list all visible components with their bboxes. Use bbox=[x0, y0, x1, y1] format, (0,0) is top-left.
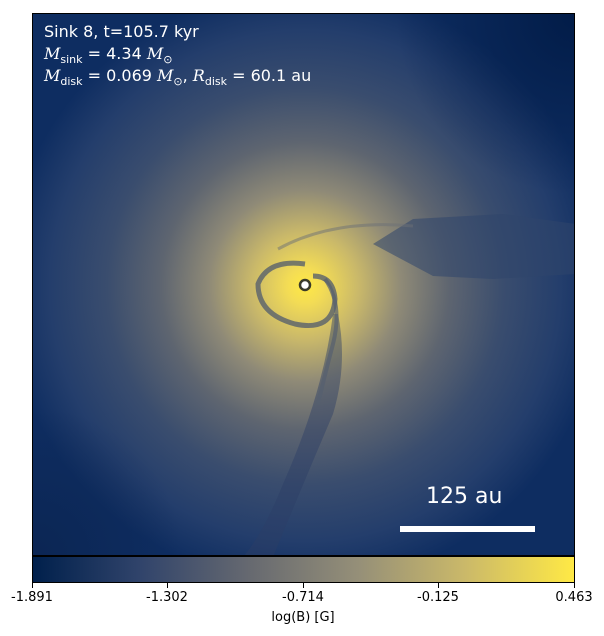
disk-mass-value: = 0.069 bbox=[87, 66, 152, 85]
colorbar-tick bbox=[303, 583, 304, 588]
colorbar-tick bbox=[32, 583, 33, 588]
sink-mass-value: = 4.34 bbox=[87, 44, 142, 63]
field-image bbox=[33, 14, 574, 555]
colorbar-tick-label: -0.714 bbox=[282, 590, 324, 605]
colorbar-tick-label: 0.463 bbox=[555, 590, 593, 605]
colorbar bbox=[32, 556, 575, 583]
colorbar-tick bbox=[167, 583, 168, 588]
sink-marker bbox=[298, 278, 312, 292]
colorbar-tick-label: -1.891 bbox=[11, 590, 53, 605]
colorbar-tick-label: -0.125 bbox=[417, 590, 459, 605]
scale-bar bbox=[400, 526, 535, 532]
colorbar-tick-label: -1.302 bbox=[146, 590, 188, 605]
annotation-time: Sink 8, t=105.7 kyr bbox=[44, 22, 199, 41]
magnetic-field-map: Sink 8, t=105.7 kyr Msink = 4.34 M⊙ Mdis… bbox=[32, 13, 575, 556]
disk-radius-value: = 60.1 au bbox=[232, 66, 312, 85]
colorbar-tick bbox=[438, 583, 439, 588]
colorbar-label: log(B) [G] bbox=[271, 610, 335, 625]
annotation-sink-mass: Msink = 4.34 M⊙ bbox=[44, 44, 173, 67]
colorbar-tick bbox=[574, 583, 575, 588]
annotation-disk: Mdisk = 0.069 M⊙, Rdisk = 60.1 au bbox=[44, 66, 312, 89]
scale-bar-label: 125 au bbox=[426, 484, 503, 509]
